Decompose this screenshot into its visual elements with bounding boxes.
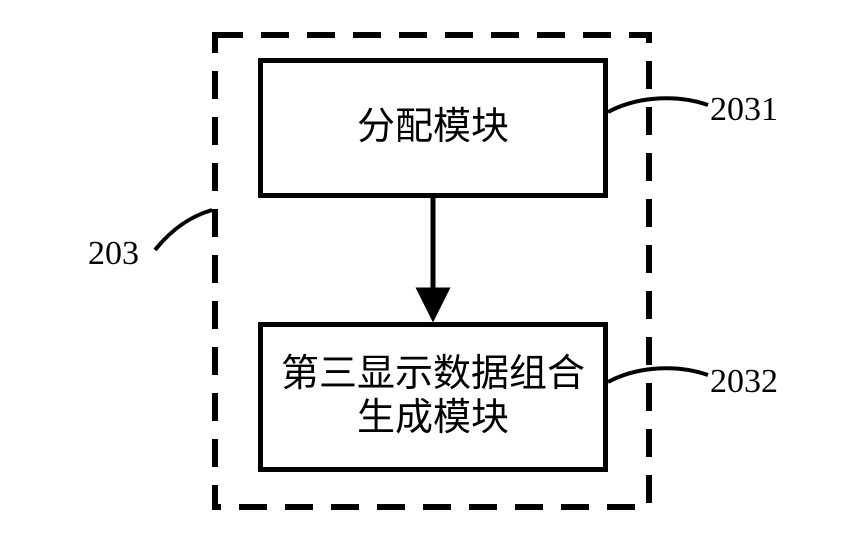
diagram-canvas: 分配模块 第三显示数据组合生成模块 203 2031 2032 <box>0 0 858 549</box>
node-allocation-module: 分配模块 <box>258 58 608 198</box>
callout-label-203: 203 <box>88 235 139 273</box>
callout-label-2031: 2031 <box>710 91 778 129</box>
node-label: 分配模块 <box>357 106 509 150</box>
node-third-display-data-module: 第三显示数据组合生成模块 <box>258 322 608 472</box>
callout-label-2032: 2032 <box>710 363 778 401</box>
node-label: 第三显示数据组合生成模块 <box>271 353 595 440</box>
callout-leader-203 <box>155 210 212 250</box>
